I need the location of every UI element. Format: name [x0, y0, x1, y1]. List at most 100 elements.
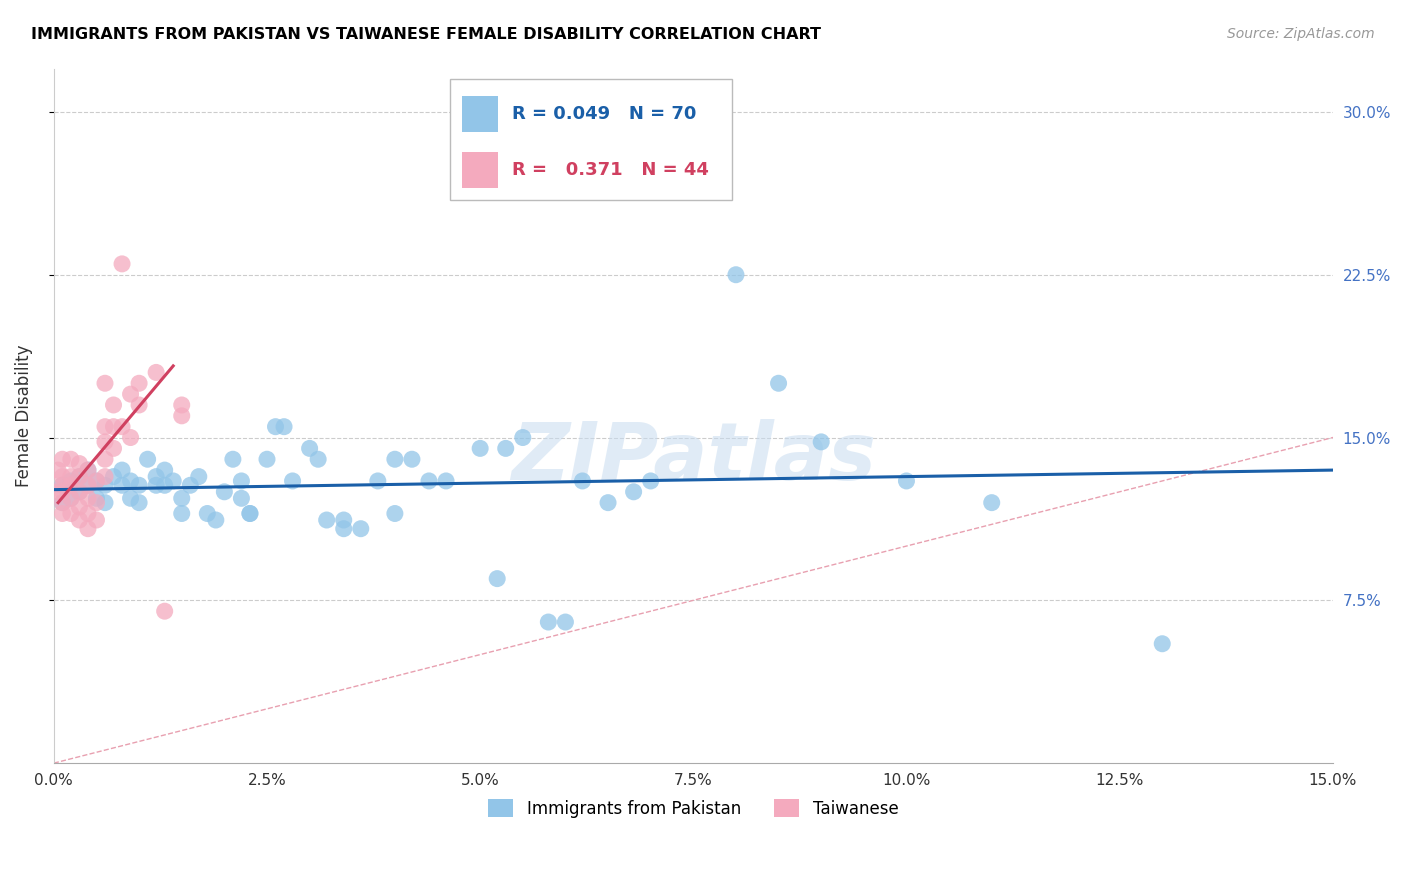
- Point: [51, 507, 73, 521]
- Point: [179, 478, 201, 492]
- Point: [434, 474, 457, 488]
- Point: [59, 491, 82, 506]
- Point: [51, 452, 73, 467]
- Point: [94, 452, 117, 467]
- Point: [418, 474, 440, 488]
- Point: [67, 513, 90, 527]
- Point: [640, 474, 662, 488]
- Point: [59, 474, 82, 488]
- Point: [153, 604, 176, 618]
- Point: [86, 491, 108, 506]
- Point: [281, 474, 304, 488]
- Point: [401, 452, 423, 467]
- Point: [67, 484, 90, 499]
- Point: [128, 496, 150, 510]
- Point: [103, 419, 125, 434]
- Point: [205, 513, 228, 527]
- Point: [67, 457, 90, 471]
- Point: [59, 469, 82, 483]
- Point: [298, 442, 321, 456]
- Point: [77, 463, 100, 477]
- Point: [682, 169, 704, 184]
- Point: [231, 491, 253, 506]
- Point: [495, 442, 517, 456]
- Point: [596, 496, 619, 510]
- Legend: Immigrants from Pakistan, Taiwanese: Immigrants from Pakistan, Taiwanese: [482, 793, 905, 824]
- Point: [111, 463, 134, 477]
- Point: [810, 434, 832, 449]
- Point: [77, 463, 100, 477]
- Point: [51, 496, 73, 510]
- Point: [94, 469, 117, 483]
- Point: [51, 484, 73, 499]
- Point: [145, 478, 167, 492]
- Point: [86, 496, 108, 510]
- Point: [94, 419, 117, 434]
- Point: [145, 366, 167, 380]
- Point: [94, 496, 117, 510]
- Point: [162, 474, 184, 488]
- Point: [103, 398, 125, 412]
- Text: ZIPatlas: ZIPatlas: [510, 418, 876, 497]
- Point: [273, 419, 295, 434]
- Point: [111, 478, 134, 492]
- Point: [145, 469, 167, 483]
- Point: [51, 496, 73, 510]
- Point: [512, 431, 534, 445]
- Point: [120, 431, 142, 445]
- Point: [77, 478, 100, 492]
- Point: [111, 257, 134, 271]
- Point: [94, 478, 117, 492]
- Point: [128, 376, 150, 391]
- Point: [153, 463, 176, 477]
- Point: [86, 513, 108, 527]
- Point: [136, 452, 159, 467]
- Point: [537, 615, 560, 629]
- Point: [1152, 637, 1174, 651]
- Point: [120, 474, 142, 488]
- Point: [153, 478, 176, 492]
- Point: [384, 452, 406, 467]
- Point: [103, 469, 125, 483]
- Point: [59, 491, 82, 506]
- Point: [59, 452, 82, 467]
- Text: Source: ZipAtlas.com: Source: ZipAtlas.com: [1227, 27, 1375, 41]
- Point: [980, 496, 1002, 510]
- Point: [468, 442, 491, 456]
- Point: [120, 387, 142, 401]
- Point: [170, 409, 193, 423]
- Point: [332, 522, 354, 536]
- Point: [77, 522, 100, 536]
- Point: [77, 507, 100, 521]
- Point: [332, 513, 354, 527]
- Point: [67, 469, 90, 483]
- Point: [86, 474, 108, 488]
- Point: [120, 491, 142, 506]
- Point: [103, 442, 125, 456]
- Point: [51, 478, 73, 492]
- Point: [51, 478, 73, 492]
- Point: [214, 484, 236, 499]
- Point: [77, 491, 100, 506]
- Point: [571, 474, 593, 488]
- Point: [384, 507, 406, 521]
- Point: [111, 419, 134, 434]
- Point: [367, 474, 389, 488]
- Point: [315, 513, 337, 527]
- Point: [77, 478, 100, 492]
- Point: [94, 434, 117, 449]
- Point: [67, 484, 90, 499]
- Point: [128, 478, 150, 492]
- Point: [51, 469, 73, 483]
- Point: [239, 507, 262, 521]
- Point: [67, 469, 90, 483]
- Point: [46, 463, 69, 477]
- Point: [170, 507, 193, 521]
- Point: [623, 484, 645, 499]
- Point: [128, 398, 150, 412]
- Point: [264, 419, 287, 434]
- Point: [46, 484, 69, 499]
- Point: [195, 507, 218, 521]
- Point: [59, 478, 82, 492]
- Point: [231, 474, 253, 488]
